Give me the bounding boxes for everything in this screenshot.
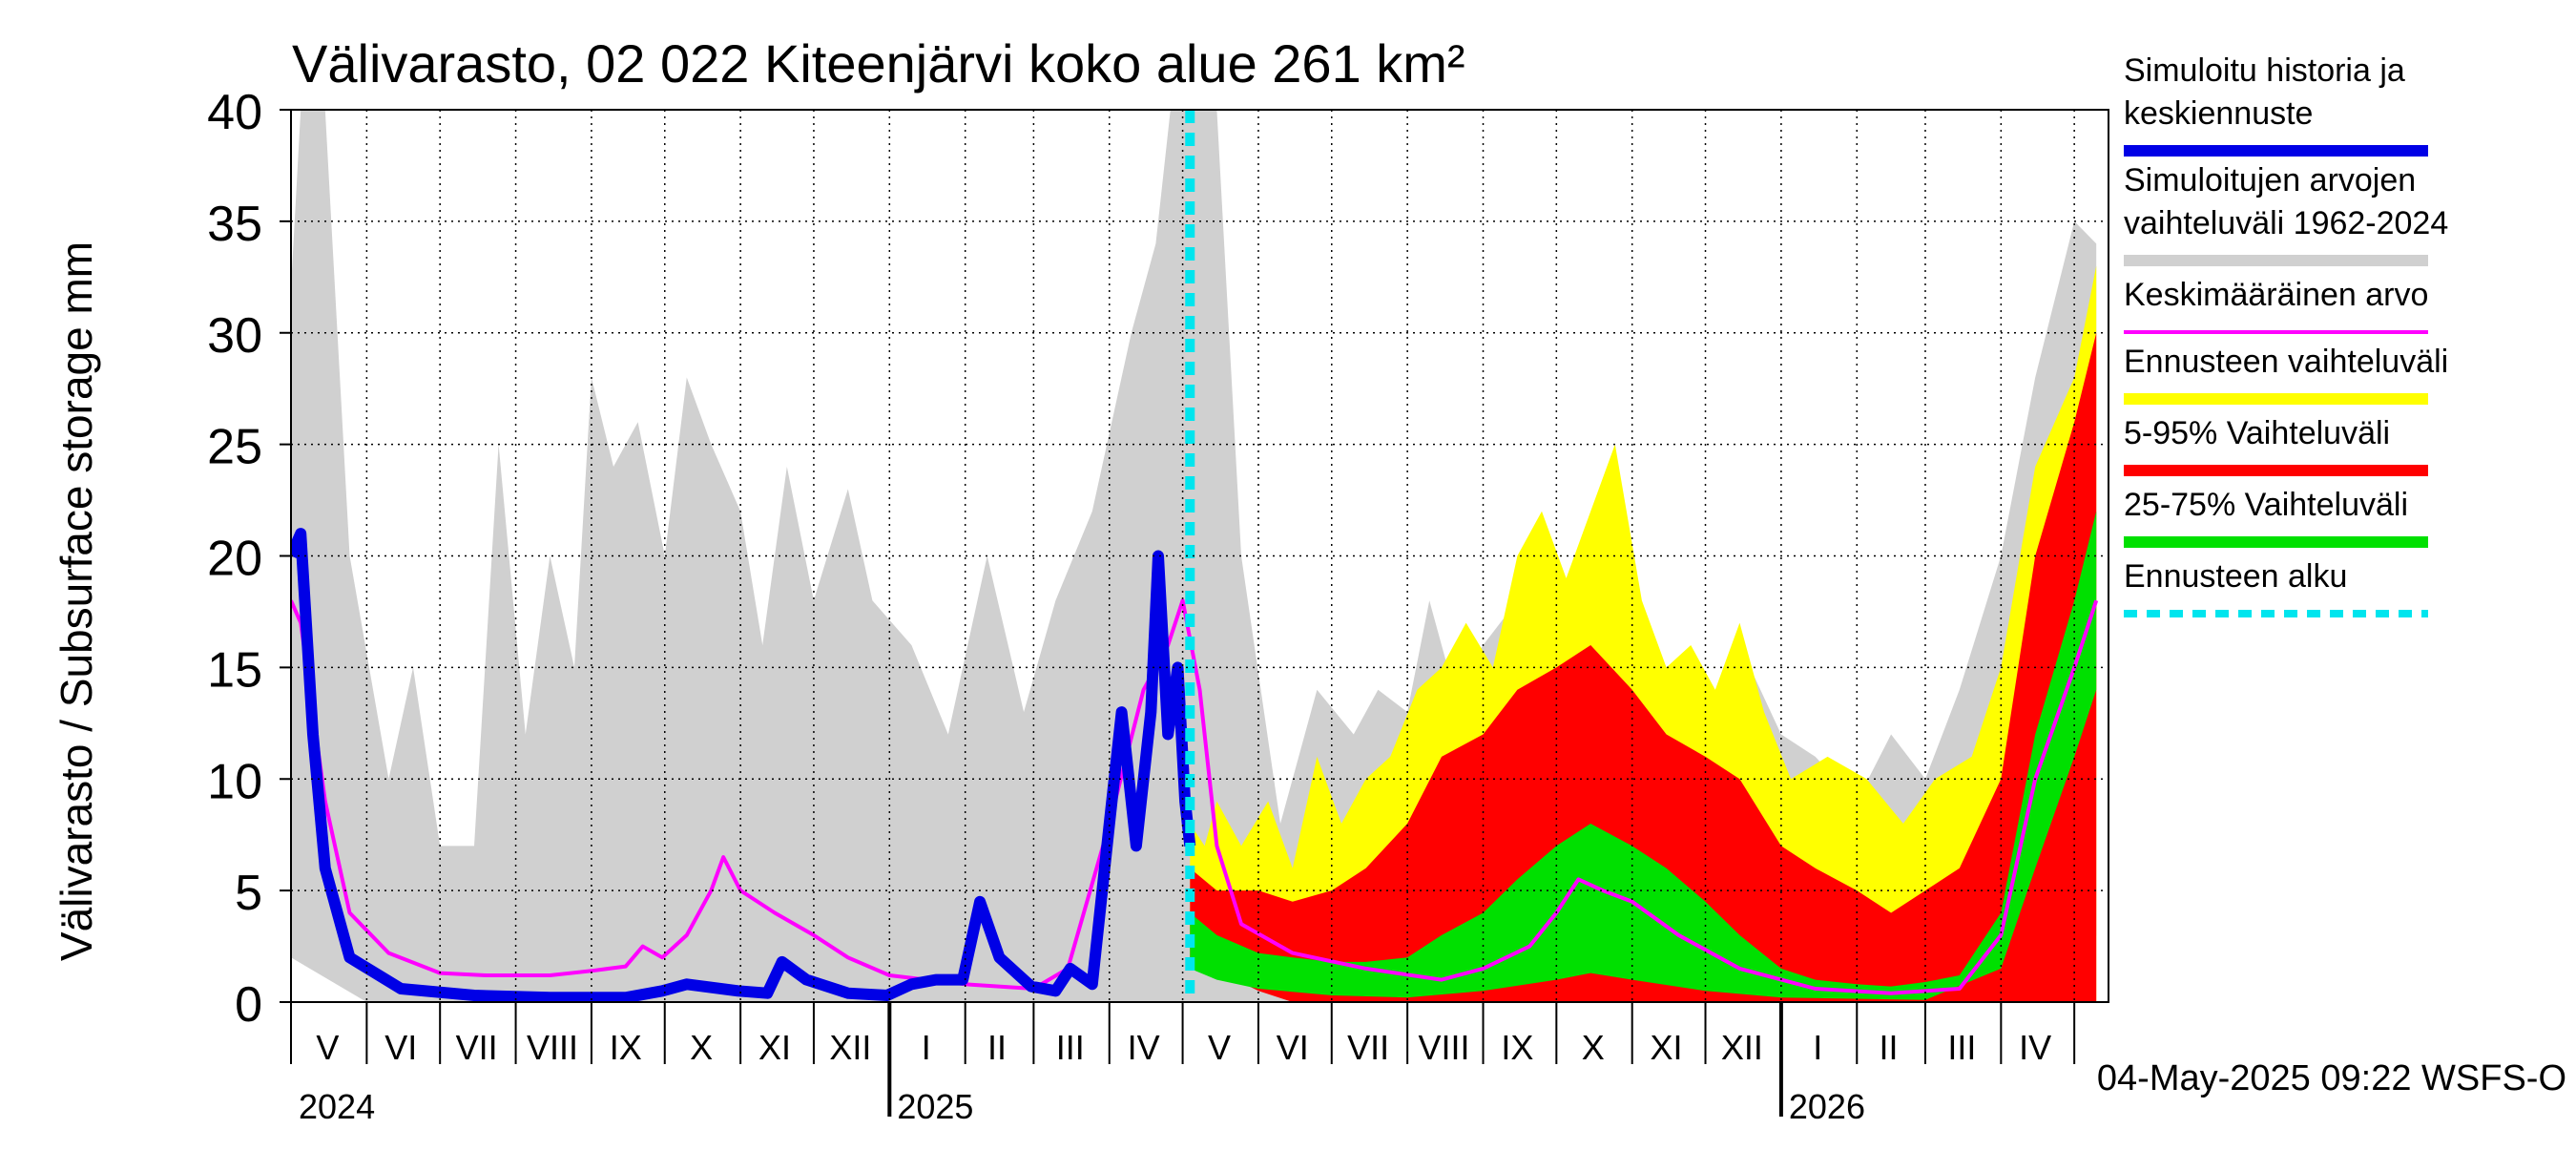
- month-label-4: IX: [610, 1028, 642, 1067]
- month-label-12: V: [1208, 1028, 1231, 1067]
- legend-label-0-0: Simuloitu historia ja: [2124, 52, 2405, 89]
- y-tick-label-8: 40: [207, 85, 262, 140]
- y-tick-label-6: 30: [207, 308, 262, 364]
- month-label-3: VIII: [527, 1028, 578, 1067]
- month-label-13: VI: [1277, 1028, 1309, 1067]
- legend-label-2: Keskimääräinen arvo: [2124, 277, 2428, 313]
- history-line: [291, 528, 1196, 1002]
- month-label-0: V: [316, 1028, 339, 1067]
- month-label-8: I: [922, 1028, 931, 1067]
- month-label-18: XI: [1651, 1028, 1683, 1067]
- y-axis-label: Välivarasto / Subsurface storage mm: [52, 241, 101, 961]
- month-label-20: I: [1813, 1028, 1822, 1067]
- y-tick-label-3: 15: [207, 642, 262, 698]
- month-label-11: IV: [1128, 1028, 1160, 1067]
- month-label-23: IV: [2019, 1028, 2051, 1067]
- y-tick-label-5: 25: [207, 420, 262, 475]
- month-label-14: VII: [1347, 1028, 1389, 1067]
- month-label-5: X: [690, 1028, 713, 1067]
- y-tick-label-2: 10: [207, 754, 262, 809]
- y-tick-label-0: 0: [235, 977, 262, 1033]
- band-2: [1190, 332, 2097, 1002]
- year-label-0: 2024: [299, 1087, 375, 1126]
- year-label-1: 2025: [897, 1087, 973, 1126]
- month-label-2: VII: [456, 1028, 498, 1067]
- month-label-9: II: [987, 1028, 1007, 1067]
- legend-label-0-1: keskiennuste: [2124, 95, 2313, 132]
- y-tick-label-1: 5: [235, 866, 262, 921]
- month-label-15: VIII: [1419, 1028, 1470, 1067]
- legend-label-1-0: Simuloitujen arvojen: [2124, 162, 2416, 199]
- legend-label-4: 5-95% Vaihteluväli: [2124, 415, 2390, 451]
- legend-label-5: 25-75% Vaihteluväli: [2124, 487, 2408, 523]
- timestamp: 04-May-2025 09:22 WSFS-O: [2097, 1058, 2566, 1098]
- month-label-7: XII: [829, 1028, 871, 1067]
- legend-label-3: Ennusteen vaihteluväli: [2124, 344, 2448, 380]
- month-label-19: XII: [1721, 1028, 1763, 1067]
- month-label-21: II: [1880, 1028, 1899, 1067]
- legend-label-1-1: vaihteluväli 1962-2024: [2124, 205, 2448, 241]
- chart-title: Välivarasto, 02 022 Kiteenjärvi koko alu…: [292, 33, 1465, 94]
- month-label-17: X: [1582, 1028, 1605, 1067]
- legend-label-6: Ennusteen alku: [2124, 558, 2347, 595]
- month-label-1: VI: [384, 1028, 417, 1067]
- month-label-16: IX: [1501, 1028, 1533, 1067]
- y-tick-label-4: 20: [207, 532, 262, 587]
- month-label-22: III: [1947, 1028, 1976, 1067]
- band-3: [1190, 511, 2097, 1000]
- y-tick-label-7: 35: [207, 197, 262, 252]
- month-label-6: XI: [758, 1028, 791, 1067]
- year-label-2: 2026: [1789, 1087, 1865, 1126]
- month-label-10: III: [1056, 1028, 1085, 1067]
- plot-frame: [290, 109, 2109, 1003]
